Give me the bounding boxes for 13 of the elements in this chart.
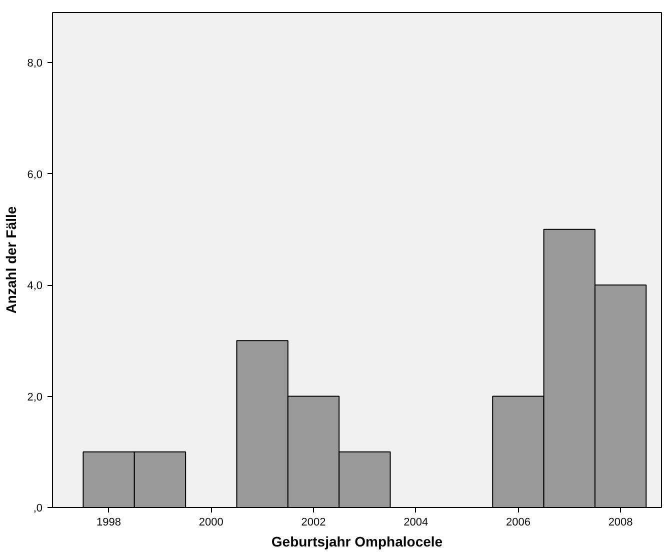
x-tick-label: 2000 — [198, 516, 224, 528]
y-tick-label: 4,0 — [27, 280, 43, 292]
x-tick-label: 2004 — [404, 516, 428, 528]
x-tick-label: 2006 — [506, 516, 530, 528]
x-axis-title: Geburtsjahr Omphalocele — [271, 534, 443, 550]
y-tick-label: 2,0 — [27, 391, 43, 404]
x-tick-label: 2002 — [301, 516, 326, 528]
x-tick-label: 2008 — [608, 516, 633, 528]
y-tick-label: 6,0 — [27, 168, 43, 181]
y-axis-title: Anzahl der Fälle — [3, 206, 20, 314]
y-tick-label: ,0 — [33, 502, 43, 514]
y-tick-label: 8,0 — [27, 58, 43, 70]
x-tick-label: 1998 — [96, 516, 122, 528]
